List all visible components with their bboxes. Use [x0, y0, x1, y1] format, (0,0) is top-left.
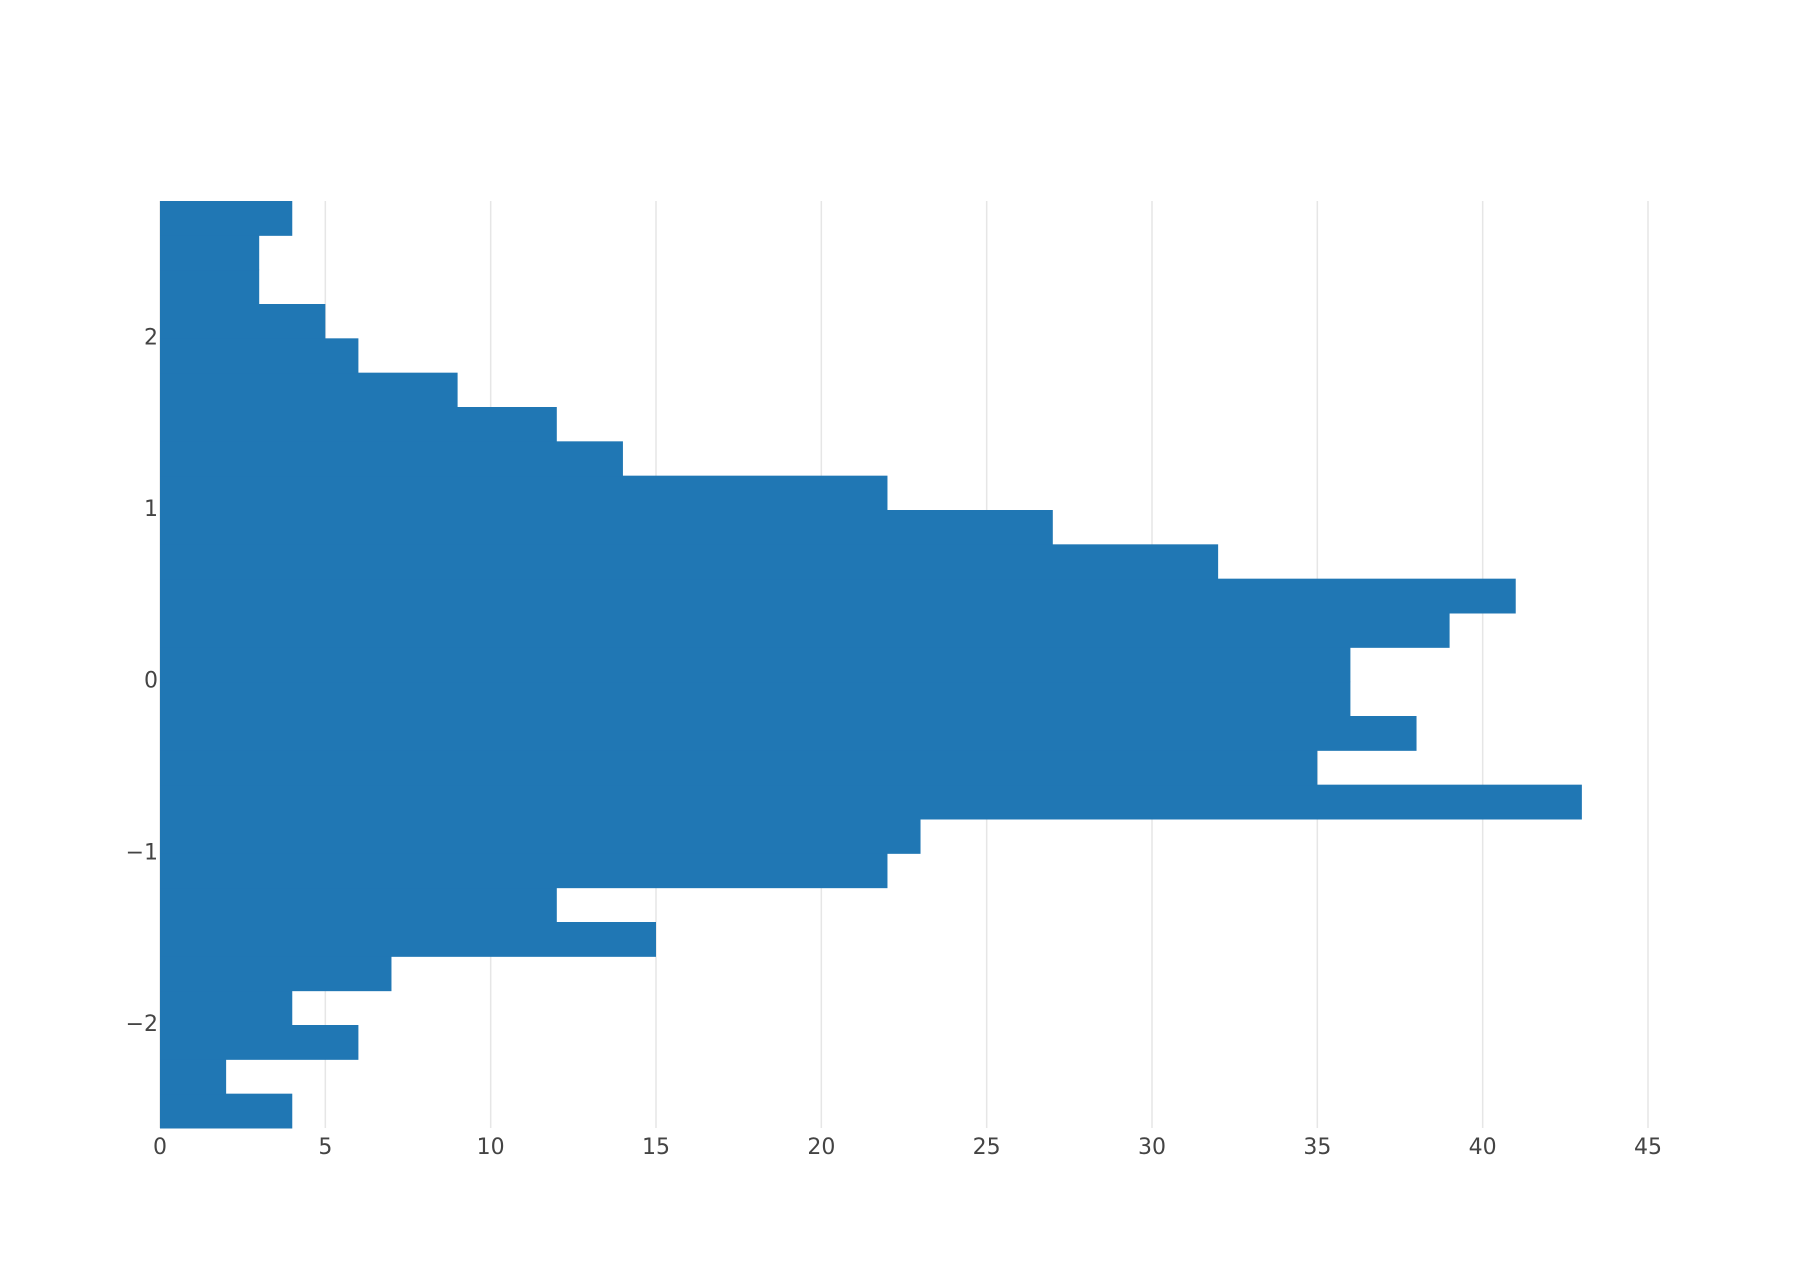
bar [160, 681, 1351, 717]
x-tick-label: 45 [1634, 1135, 1662, 1160]
x-tick-label: 40 [1469, 1135, 1497, 1160]
x-tick-label: 25 [973, 1135, 1001, 1160]
bar [160, 613, 1450, 648]
bar [160, 1059, 227, 1095]
bar [160, 304, 326, 339]
x-tick-label: 10 [477, 1135, 505, 1160]
bar [160, 716, 1417, 751]
y-tick-label: −1 [126, 840, 158, 865]
bar [160, 956, 392, 992]
bar [160, 510, 1053, 545]
bar [160, 853, 888, 889]
bar [160, 1093, 293, 1129]
bar [160, 475, 888, 511]
bar [160, 887, 557, 923]
bar [160, 407, 557, 442]
x-tick-label: 15 [642, 1135, 670, 1160]
bar [160, 784, 1582, 820]
bar [160, 578, 1516, 614]
y-tick-label: −2 [126, 1012, 158, 1037]
bar [160, 441, 623, 477]
x-tick-label: 30 [1138, 1135, 1166, 1160]
bar [160, 544, 1219, 580]
y-tick-label: 2 [144, 325, 158, 350]
x-tick-label: 20 [807, 1135, 835, 1160]
bar [160, 750, 1318, 786]
y-tick-label: 1 [144, 497, 158, 522]
bar [160, 372, 458, 408]
bar [160, 990, 293, 1026]
x-tick-label: 0 [153, 1135, 167, 1160]
x-tick-label: 35 [1303, 1135, 1331, 1160]
x-tick-label: 5 [318, 1135, 332, 1160]
bar [160, 922, 656, 957]
bar [160, 338, 359, 374]
bar [160, 235, 260, 271]
y-tick-label: 0 [144, 669, 158, 694]
bar [160, 1025, 359, 1060]
bar [160, 269, 260, 305]
bar [160, 647, 1351, 683]
bar [160, 201, 293, 236]
bar [160, 819, 921, 854]
